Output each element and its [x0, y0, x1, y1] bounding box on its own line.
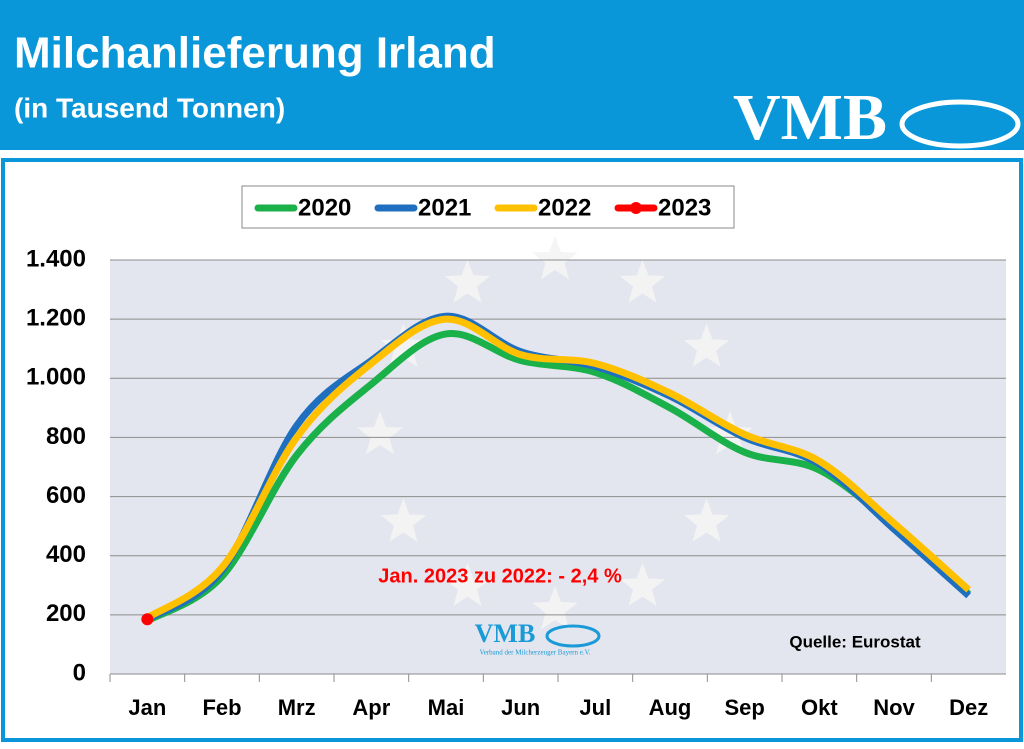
star: [683, 498, 730, 542]
logo-swirl: [899, 99, 1021, 149]
annotation: Jan. 2023 zu 2022: - 2,4 %: [378, 565, 622, 587]
y-tick-label: 0: [73, 659, 86, 686]
legend-label: 2022: [538, 194, 591, 221]
legend-label: 2023: [658, 194, 711, 221]
legend-dot: [630, 202, 642, 214]
star: [357, 411, 403, 455]
y-tick-label: 600: [46, 482, 86, 509]
header-band: [0, 0, 1024, 150]
x-tick-label: Dez: [949, 695, 988, 720]
y-tick-label: 200: [46, 600, 86, 627]
x-tick-label: Aug: [649, 695, 692, 720]
subtitle: (in Tausend Tonnen): [14, 92, 285, 123]
x-tick-label: Okt: [801, 695, 838, 720]
star: [683, 323, 730, 367]
x-tick-label: Mrz: [278, 695, 316, 720]
line-series: [145, 315, 971, 621]
y-tick-label: 1.400: [26, 245, 86, 272]
x-tick-label: Sep: [724, 695, 764, 720]
x-tick-label: Jun: [501, 695, 540, 720]
y-tick-label: 1.000: [26, 364, 86, 391]
logo: VMB: [733, 81, 887, 154]
x-tick-label: Nov: [873, 695, 915, 720]
title: Milchanlieferung Irland: [14, 29, 496, 78]
x-tick-label: Mai: [428, 695, 465, 720]
y-tick-label: 800: [46, 423, 86, 450]
line-series: [145, 330, 972, 624]
watermark-swirl: [545, 624, 601, 648]
source: Quelle: Eurostat: [789, 632, 921, 651]
x-tick-label: Feb: [202, 695, 241, 720]
star: [619, 259, 666, 303]
star: [380, 323, 427, 367]
x-tick-label: Jul: [579, 695, 611, 720]
legend-label: 2021: [418, 194, 471, 221]
x-tick-label: Jan: [128, 695, 166, 720]
point: [141, 613, 154, 626]
star: [619, 562, 666, 606]
watermark-text: Verband der Milcherzeuger Bayern e.V.: [479, 649, 590, 657]
legend-label: 2020: [298, 194, 351, 221]
star: [532, 236, 578, 280]
star: [380, 498, 427, 542]
y-tick-label: 1.200: [26, 304, 86, 331]
watermark-logo: VMB: [475, 619, 536, 648]
star: [444, 562, 491, 606]
star: [444, 259, 491, 303]
star: [532, 586, 578, 630]
x-tick-label: Apr: [352, 695, 390, 720]
y-tick-label: 400: [46, 541, 86, 568]
